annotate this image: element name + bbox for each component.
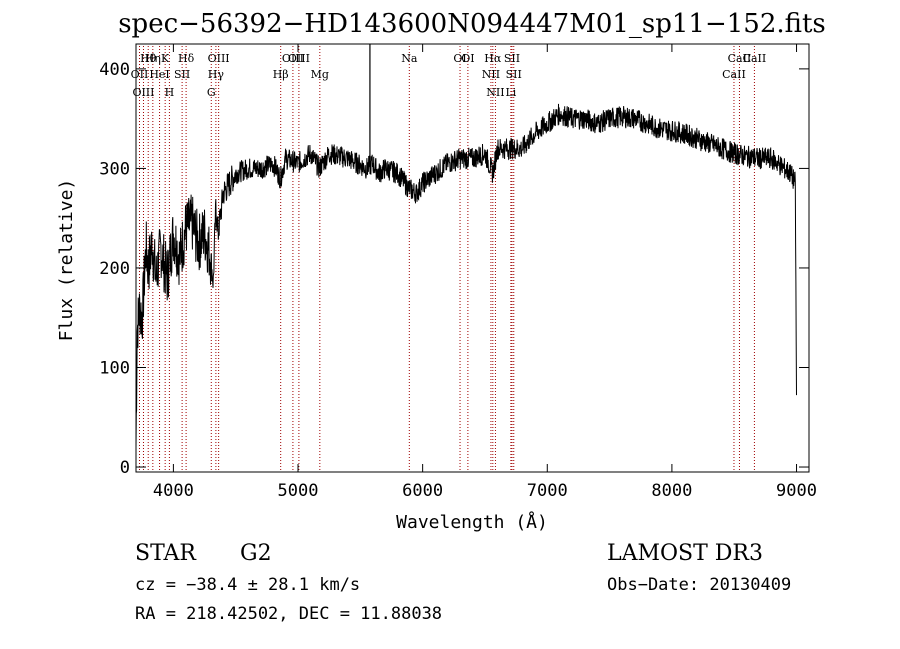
y-tick-label: 0 xyxy=(120,458,130,478)
observation-date: Obs−Date: 20130409 xyxy=(607,575,791,595)
line-marker-label: OIII xyxy=(288,52,310,65)
line-marker-label: Hη xyxy=(145,52,161,65)
line-marker-label: CaII xyxy=(743,52,767,65)
line-markers xyxy=(138,46,755,472)
coordinates-text: RA = 218.42502, DEC = 11.88038 xyxy=(135,604,442,624)
line-marker-label: OI xyxy=(453,52,466,65)
survey-name: LAMOST DR3 xyxy=(607,541,763,566)
line-marker-label: OIII xyxy=(208,52,230,65)
object-class: STAR xyxy=(135,541,197,566)
line-marker-label: OII xyxy=(131,68,149,81)
spectrum-series xyxy=(135,44,797,448)
x-tick-label: 6000 xyxy=(402,481,443,501)
line-marker-label: Na xyxy=(401,52,418,65)
x-tick-label: 4000 xyxy=(153,481,194,501)
line-marker-label: SII xyxy=(504,52,520,65)
line-marker-label: OIII xyxy=(282,52,304,65)
y-tick-label: 100 xyxy=(99,358,130,378)
line-marker-label: SII xyxy=(506,68,522,81)
line-marker-label: Hθ xyxy=(140,52,157,65)
redshift-text: cz = −38.4 ± 28.1 km/s xyxy=(135,575,360,595)
line-marker-label: Hα xyxy=(484,52,502,65)
line-marker-label: SII xyxy=(174,68,190,81)
line-marker-label: Li xyxy=(505,86,516,99)
line-marker-label: Hβ xyxy=(273,68,289,81)
line-marker-label: OI xyxy=(461,52,474,65)
y-tick-label: 400 xyxy=(99,60,130,80)
line-marker-label: Hδ xyxy=(178,52,195,65)
chart-title: spec−56392−HD143600N094447M01_sp11−152.f… xyxy=(118,9,826,39)
line-marker-label: Hγ xyxy=(208,68,225,81)
line-marker-label: H xyxy=(165,86,175,99)
plot-frame xyxy=(135,43,810,473)
line-marker-label: Mg xyxy=(311,68,329,81)
spectrum-line xyxy=(135,103,797,448)
y-tick-label: 300 xyxy=(99,159,130,179)
line-marker-label: CaII xyxy=(722,68,746,81)
x-tick-label: 9000 xyxy=(776,481,817,501)
x-tick-label: 7000 xyxy=(527,481,568,501)
line-marker-label: CaII xyxy=(728,52,752,65)
x-tick-label: 5000 xyxy=(278,481,319,501)
object-subclass: G2 xyxy=(240,541,272,566)
y-axis-label: Flux (relative) xyxy=(56,179,77,342)
line-marker-label: NII xyxy=(486,86,504,99)
line-marker-label: OIII xyxy=(132,86,154,99)
x-axis-label: Wavelength (Å) xyxy=(396,511,548,533)
line-marker-label: HeI xyxy=(149,68,169,81)
y-tick-label: 200 xyxy=(99,259,130,279)
x-tick-label: 8000 xyxy=(651,481,692,501)
line-marker-label: NII xyxy=(482,68,500,81)
line-marker-label: G xyxy=(207,86,216,99)
axis-ticks: 4000 5000 6000 7000 8000 9000 0 100 200 300 400 xyxy=(99,44,817,501)
line-marker-label: K xyxy=(161,52,170,65)
